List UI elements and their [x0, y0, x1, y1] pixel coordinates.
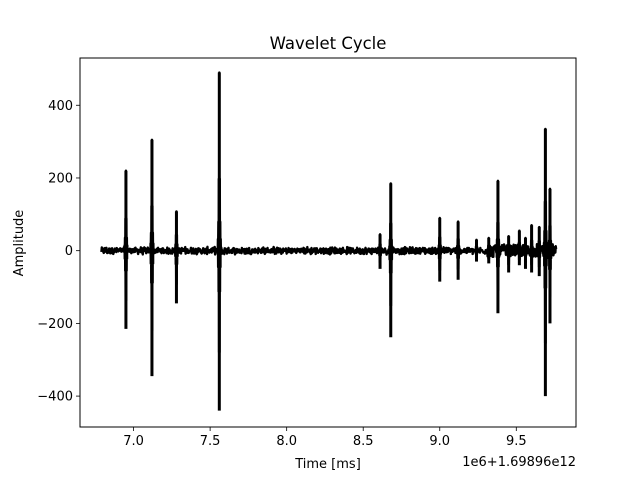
signal-line: [100, 71, 558, 354]
x-tick-label: 7.5: [200, 434, 221, 449]
y-tick-label: 0: [65, 244, 73, 259]
x-axis: 7.0 7.5 8.0 8.5 9.0 9.5: [123, 427, 527, 449]
chart-title: Wavelet Cycle: [270, 34, 387, 53]
plot-area: [100, 71, 558, 411]
axes-frame: [79, 57, 577, 428]
y-tick-label: −200: [37, 317, 73, 332]
x-offset-label: 1e6+1.69896e12: [462, 455, 576, 470]
x-axis-label: Time [ms]: [294, 457, 361, 472]
x-tick-label: 7.0: [123, 434, 144, 449]
y-tick-label: −400: [37, 390, 73, 405]
y-axis-label: Amplitude: [12, 210, 27, 277]
x-tick-label: 9.5: [506, 434, 527, 449]
y-tick-label: 200: [48, 171, 73, 186]
x-tick-label: 8.5: [353, 434, 374, 449]
y-axis: −400 −200 0 200 400: [37, 99, 80, 405]
x-tick-label: 8.0: [276, 434, 297, 449]
x-tick-label: 9.0: [429, 434, 450, 449]
y-tick-label: 400: [48, 99, 73, 114]
